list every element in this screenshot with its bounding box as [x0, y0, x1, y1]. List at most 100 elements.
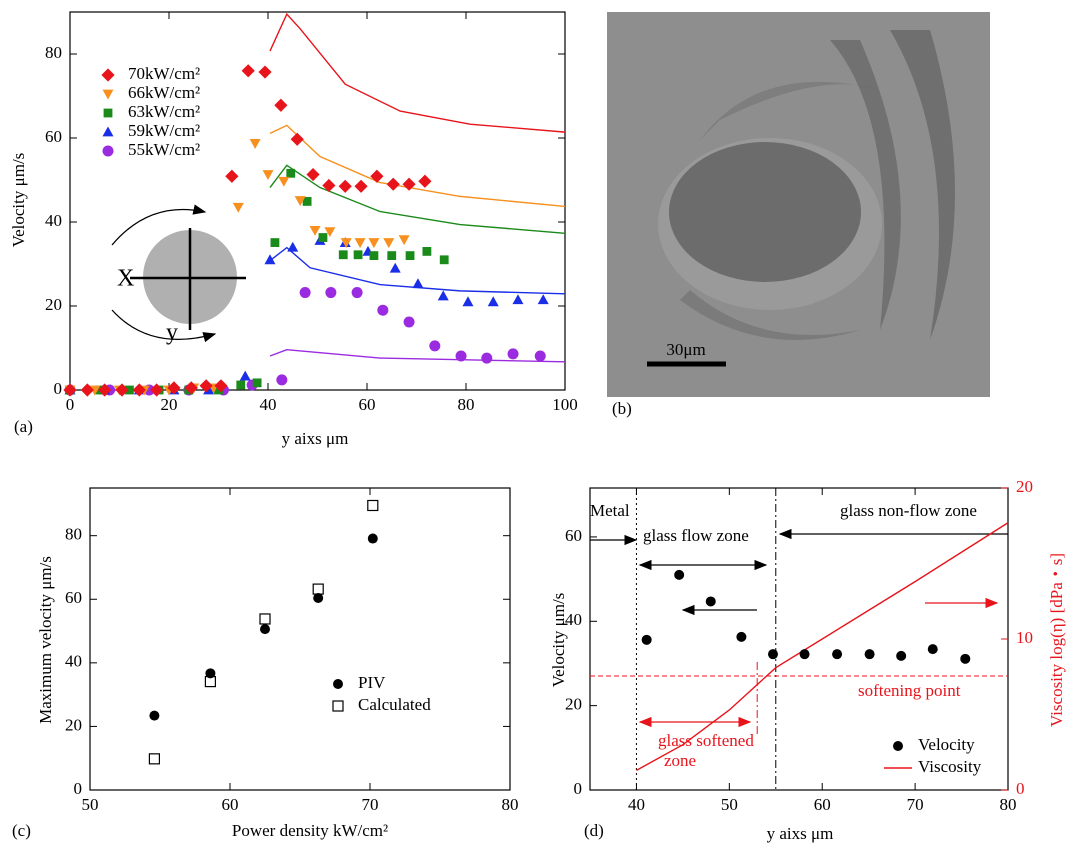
- point: [199, 379, 213, 393]
- point: [259, 613, 271, 625]
- legend-swatch: [102, 145, 114, 157]
- point: [125, 385, 134, 395]
- panel-label: (d): [584, 821, 604, 840]
- x-tick-label: 70: [362, 795, 379, 814]
- point: [455, 350, 467, 362]
- point: [383, 238, 395, 249]
- legend-label: 66kW/cm²: [128, 83, 200, 102]
- point: [287, 241, 299, 252]
- plot-frame: [69, 11, 566, 391]
- point: [264, 254, 276, 265]
- point: [262, 170, 274, 181]
- x-axis-label: Power density kW/cm²: [232, 821, 388, 840]
- x-tick-label: 70: [907, 795, 924, 814]
- legend-swatch: [893, 741, 903, 751]
- point: [274, 98, 288, 112]
- point: [309, 226, 321, 236]
- point: [370, 169, 384, 183]
- x-tick-label: 0: [66, 395, 75, 414]
- model-line: [269, 164, 566, 235]
- point: [322, 178, 336, 193]
- x-axis-label: y aixs μm: [282, 429, 349, 448]
- legend-label: 70kW/cm²: [128, 64, 200, 83]
- point: [674, 569, 685, 580]
- scale-bar-label: 30μm: [666, 340, 705, 359]
- y-tick-label: 0: [574, 779, 583, 798]
- legend-label: PIV: [358, 673, 386, 692]
- point: [412, 278, 424, 289]
- point: [927, 644, 938, 655]
- y2-tick-label: 10: [1016, 628, 1033, 647]
- point: [534, 350, 546, 362]
- point: [286, 168, 296, 178]
- point: [225, 169, 239, 183]
- point: [232, 202, 244, 213]
- point: [832, 649, 843, 660]
- y2-tick-label: 20: [1016, 477, 1033, 496]
- point: [418, 174, 432, 188]
- point: [351, 287, 363, 299]
- point: [767, 649, 778, 660]
- point: [258, 65, 272, 79]
- annotation: zone: [664, 751, 696, 770]
- point: [318, 233, 328, 242]
- point: [278, 176, 290, 187]
- y2-tick-label: 0: [1016, 779, 1025, 798]
- y-tick-label: 60: [45, 127, 62, 146]
- point: [306, 167, 320, 182]
- point: [236, 380, 246, 390]
- point: [312, 583, 324, 595]
- legend-swatch: [333, 679, 343, 689]
- point: [405, 251, 415, 260]
- point: [353, 250, 363, 260]
- point: [799, 649, 810, 660]
- y-tick-label: 20: [45, 295, 62, 314]
- legend-swatch: [332, 700, 344, 712]
- point: [736, 631, 747, 642]
- point: [324, 227, 336, 238]
- x-tick-label: 50: [82, 795, 99, 814]
- point: [429, 340, 441, 352]
- point: [98, 383, 112, 397]
- point: [377, 304, 389, 316]
- panel-label: (a): [14, 417, 33, 436]
- point: [313, 592, 324, 603]
- point: [184, 381, 198, 395]
- point: [115, 383, 129, 397]
- point: [354, 238, 366, 249]
- point: [260, 624, 270, 635]
- inset-diagram: [111, 204, 246, 343]
- point: [80, 383, 94, 397]
- point: [537, 294, 549, 305]
- point: [354, 179, 368, 193]
- point: [398, 235, 410, 246]
- zone-arrows: [590, 528, 1008, 728]
- y-tick-label: 20: [65, 715, 82, 734]
- y-tick-label: 60: [565, 526, 582, 545]
- inset-label: y: [166, 320, 178, 346]
- point: [462, 296, 474, 307]
- point: [487, 296, 499, 307]
- plot-frame: [89, 487, 511, 791]
- x-tick-label: 50: [721, 795, 738, 814]
- y-axis-label: Velocity μm/s: [9, 153, 28, 248]
- annotation: glass non-flow zone: [840, 501, 977, 520]
- legend-swatch: [103, 108, 113, 118]
- x-axis-label: y aixs μm: [767, 824, 834, 843]
- panel-label: (c): [12, 821, 31, 840]
- y-tick-label: 80: [65, 525, 82, 544]
- legend-label: Velocity: [918, 735, 975, 754]
- x-tick-label: 20: [161, 395, 178, 414]
- x-tick-label: 60: [222, 795, 239, 814]
- point: [338, 179, 352, 193]
- point: [241, 64, 255, 78]
- point: [167, 381, 181, 395]
- point: [276, 374, 288, 386]
- point: [205, 668, 216, 679]
- point: [302, 197, 312, 206]
- point: [641, 634, 652, 645]
- y-axis-label: Maximum velocity μm/s: [36, 556, 55, 724]
- point: [896, 650, 907, 661]
- point: [387, 251, 397, 260]
